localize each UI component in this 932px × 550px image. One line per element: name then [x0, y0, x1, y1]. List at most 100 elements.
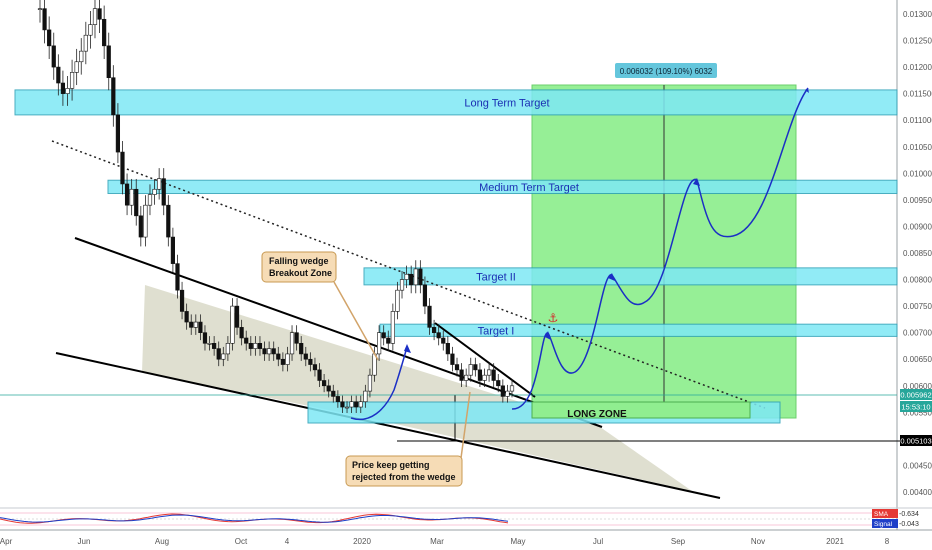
target1-arrowhead — [545, 331, 551, 340]
time-axis: Apr Jun Aug Oct 4 2020 Mar May Jul Sep Nov 2021 8 — [0, 537, 890, 546]
breakout-annotation-pointer — [333, 281, 379, 361]
candle-body — [464, 374, 469, 381]
candle-body — [207, 343, 212, 345]
candle-body — [47, 29, 52, 47]
inner-wedge-line — [434, 322, 536, 398]
candle-body — [257, 343, 263, 349]
price-tag-current — [900, 389, 932, 400]
candle-body — [166, 204, 171, 238]
target-zone-band — [14, 89, 898, 116]
rejection-annotation-line2: rejected from the wedge — [352, 472, 456, 482]
candle-body — [303, 353, 308, 360]
target2-arrowhead — [608, 273, 615, 281]
candle-body — [431, 327, 437, 333]
candle-body — [65, 88, 70, 94]
candle-body — [454, 364, 460, 371]
candle-body — [202, 332, 208, 344]
rejection-annotation-box — [345, 455, 463, 487]
candle-body — [459, 369, 464, 381]
candle-body — [422, 284, 428, 307]
candle-body — [124, 183, 130, 206]
candle-body — [285, 353, 290, 365]
candle-body — [111, 77, 116, 116]
measure-label-box — [615, 63, 717, 78]
candle-body — [299, 343, 304, 355]
candle-body — [409, 273, 414, 286]
candle-body — [509, 385, 515, 392]
candle-body — [97, 8, 102, 20]
candle-body — [253, 343, 258, 349]
candle-body — [198, 321, 203, 333]
candle-body — [234, 305, 240, 328]
candle-body — [92, 8, 98, 25]
candle-body — [106, 45, 111, 79]
price-tag-current-text: 0.005962 — [900, 391, 931, 400]
candle-body — [294, 332, 299, 344]
candle-body — [450, 353, 455, 365]
candle-body — [267, 348, 272, 355]
candle-body — [239, 327, 244, 339]
indicator-signal-line — [0, 514, 509, 523]
time-tick-label: 4 — [285, 537, 290, 546]
candle-body — [381, 332, 386, 339]
time-tick-label: May — [510, 537, 525, 546]
candle-body — [79, 50, 84, 63]
time-tick-label: 8 — [885, 537, 890, 546]
candle-body — [152, 188, 157, 195]
candle-body — [212, 343, 217, 349]
target-zone-label: Target I — [478, 325, 515, 337]
candle-body — [147, 194, 153, 206]
candle-body — [138, 215, 143, 238]
candle-body — [143, 204, 148, 238]
target-zone-label: Target II — [476, 271, 516, 283]
candle-body — [468, 364, 473, 376]
wedge-fill — [142, 285, 692, 491]
indicator-signal-tag — [872, 519, 898, 528]
candle-body — [271, 348, 276, 355]
breakout-annotation-line1: Falling wedge — [269, 256, 329, 266]
candle-body — [37, 8, 43, 10]
candle-body — [69, 72, 75, 89]
candle-body — [102, 18, 107, 47]
candle-body — [436, 332, 441, 339]
candle-body — [60, 82, 66, 94]
target-zone-label: Long Term Target — [464, 97, 549, 109]
breakout-arrow-path — [350, 346, 408, 421]
candle-body — [170, 236, 175, 264]
target-zone-label: Medium Term Target — [479, 182, 579, 194]
candle-body — [262, 348, 267, 355]
candle-body — [367, 374, 373, 392]
time-tick-label: Oct — [235, 537, 248, 546]
candle-body — [445, 343, 450, 355]
candle-body — [280, 358, 285, 365]
target-zone-band — [363, 267, 898, 286]
indicator-signal-value: -0.043 — [899, 521, 919, 528]
price-tag-timer — [900, 401, 932, 412]
candle-body — [248, 343, 253, 349]
candle-body — [354, 401, 359, 408]
candle-body — [157, 178, 162, 190]
indicator-sma-label: SMA — [874, 511, 889, 518]
candle-body — [115, 114, 121, 153]
candle-body — [331, 390, 336, 397]
target-zones: Long Term Target Medium Term Target Target… — [14, 89, 898, 337]
time-tick-label: Apr — [0, 537, 13, 546]
long-zone-box — [531, 401, 751, 419]
time-tick-label: Aug — [155, 537, 169, 546]
long-zone-label: LONG ZONE — [567, 409, 627, 420]
candle-body — [276, 353, 281, 360]
candle-body — [441, 337, 446, 344]
time-tick-label: Sep — [671, 537, 686, 546]
